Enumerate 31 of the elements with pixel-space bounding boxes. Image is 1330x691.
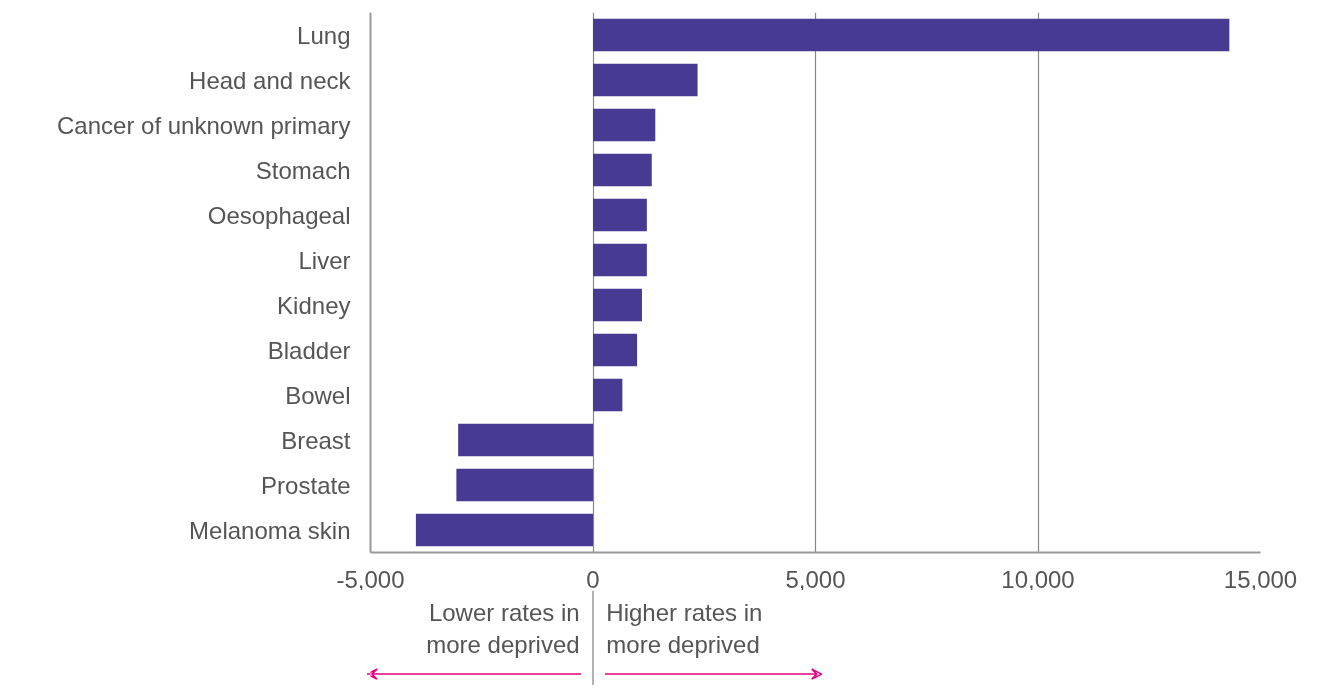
y-tick-label: Prostate bbox=[261, 471, 351, 499]
y-tick-label: Head and neck bbox=[189, 66, 352, 94]
bar bbox=[593, 378, 623, 412]
bar bbox=[415, 513, 593, 547]
bar bbox=[593, 18, 1230, 52]
bar bbox=[593, 153, 652, 187]
y-tick-label: Bowel bbox=[285, 381, 351, 409]
y-tick-label: Cancer of unknown primary bbox=[57, 111, 351, 139]
y-tick-label: Bladder bbox=[267, 336, 351, 364]
bar bbox=[593, 288, 642, 322]
x-tick-label: 10,000 bbox=[1001, 565, 1075, 593]
bar bbox=[458, 423, 593, 457]
y-tick-label: Stomach bbox=[255, 156, 351, 184]
bar bbox=[456, 468, 593, 502]
bar bbox=[593, 108, 656, 142]
bar bbox=[593, 243, 647, 277]
y-tick-label: Breast bbox=[281, 426, 351, 454]
y-tick-label: Melanoma skin bbox=[189, 516, 351, 544]
y-tick-label: Lung bbox=[297, 21, 351, 49]
y-tick-label: Kidney bbox=[277, 291, 351, 319]
x-tick-label: -5,000 bbox=[336, 565, 405, 593]
bar bbox=[593, 63, 698, 97]
x-tick-label: 15,000 bbox=[1223, 565, 1298, 593]
bar bbox=[593, 198, 647, 232]
x-tick-label: 5,000 bbox=[785, 565, 846, 593]
text: Lower rates in more deprived bbox=[426, 599, 580, 658]
bar bbox=[593, 333, 638, 367]
y-tick-label: Liver bbox=[298, 246, 351, 274]
y-tick-label: Oesophageal bbox=[207, 201, 351, 229]
text: Higher rates in more deprived bbox=[606, 599, 763, 658]
x-tick-label: 0 bbox=[586, 565, 600, 593]
